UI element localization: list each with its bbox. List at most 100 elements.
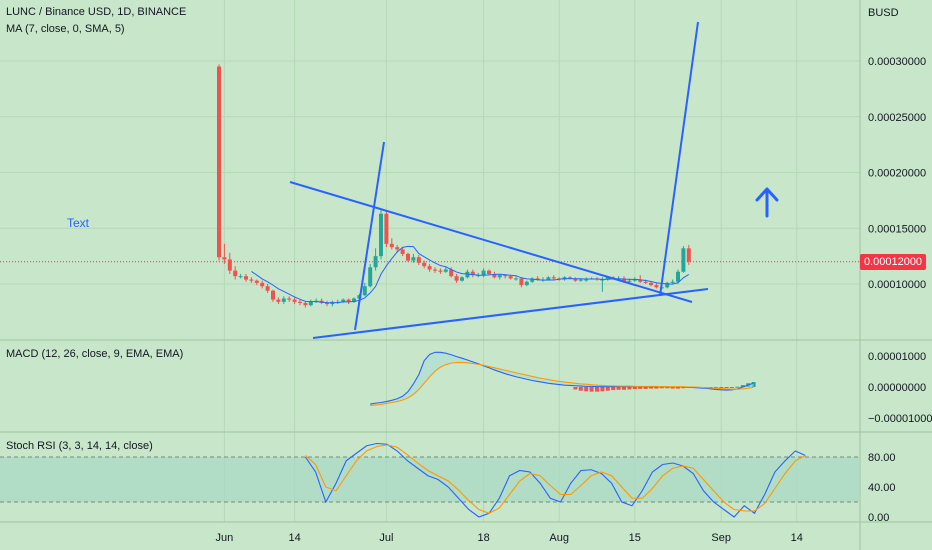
- axes: BUSD 0.00030000 0.00025000 0.00020000 0.0001…: [216, 7, 932, 544]
- ma-legend[interactable]: MA (7, close, 0, SMA, 5): [6, 23, 125, 35]
- macd-histogram-bar: [611, 387, 616, 391]
- macd-histogram-bar: [616, 387, 621, 390]
- time-tick-label: 14: [791, 532, 803, 544]
- arrow-up-icon: [755, 187, 779, 218]
- macd-histogram-bar: [584, 387, 589, 392]
- candle-body: [584, 279, 589, 281]
- candle-body: [406, 253, 410, 261]
- candle-body: [508, 276, 513, 279]
- candle-body: [681, 248, 686, 272]
- candle-body: [487, 270, 491, 274]
- candle-body: [244, 276, 248, 280]
- arrow-up-head: [755, 187, 779, 202]
- candle-body: [524, 281, 529, 286]
- candle-body: [260, 282, 265, 287]
- candle-body: [530, 278, 535, 282]
- candle-body: [287, 298, 292, 300]
- stoch-legend[interactable]: Stoch RSI (3, 3, 14, 14, close): [6, 440, 153, 452]
- macd-histogram-bar: [622, 387, 626, 390]
- candle-body: [308, 301, 313, 306]
- time-tick-label: 15: [629, 532, 641, 544]
- macd-histogram-bar: [600, 387, 605, 392]
- price-tick-label: 0.00010000: [868, 279, 926, 291]
- candle-body: [605, 277, 610, 280]
- candle-body: [422, 262, 427, 267]
- price-tick-label: 0.00015000: [868, 223, 926, 235]
- macd-lines: [370, 351, 754, 407]
- macd-histogram-bar: [589, 387, 594, 392]
- candle-body: [346, 299, 351, 302]
- candle-body: [443, 269, 448, 272]
- macd-tick-label: −0.00001000: [868, 413, 932, 425]
- chart-title[interactable]: LUNC / Binance USD, 1D, BINANCE: [6, 6, 187, 18]
- macd-histogram-bar: [713, 387, 718, 388]
- candle-body: [449, 269, 454, 277]
- stoch-tick-label: 80.00: [868, 452, 896, 464]
- candle-body: [298, 301, 302, 303]
- macd-tick-label: 0.00000000: [868, 382, 926, 394]
- candle-body: [632, 279, 637, 281]
- macd-histogram-bar: [654, 387, 659, 389]
- candle-body: [643, 281, 648, 283]
- ma-line: [251, 245, 690, 304]
- candle-body: [492, 273, 497, 278]
- candle-body: [395, 247, 400, 250]
- candle-body: [573, 278, 578, 281]
- ascending-trendline: [312, 288, 709, 339]
- candle-body: [368, 267, 373, 287]
- time-tick-label: Aug: [549, 532, 569, 544]
- text-annotation[interactable]: Text: [67, 216, 90, 230]
- price-tick-label: 0.00025000: [868, 112, 926, 124]
- descending-trendline: [289, 181, 693, 303]
- candle-body: [222, 257, 227, 260]
- macd-histogram-bar: [578, 387, 583, 391]
- macd-histogram-bar: [659, 387, 664, 389]
- candle-body: [627, 280, 632, 282]
- macd-histogram-bar: [632, 387, 637, 390]
- candle-body: [568, 277, 572, 279]
- candle-body: [411, 257, 416, 261]
- macd-tick-label: 0.00001000: [868, 351, 926, 363]
- price-tick-label: 0.00020000: [868, 168, 926, 180]
- time-tick-label: Jul: [379, 532, 393, 544]
- macd-histogram-bar: [595, 387, 599, 392]
- macd-histogram-bar: [724, 387, 729, 388]
- stoch-lines: [304, 442, 806, 518]
- macd-histogram-bar: [665, 387, 670, 389]
- stoch-band-fill: [0, 457, 860, 502]
- price-currency-label: BUSD: [868, 7, 899, 19]
- candle-body: [638, 279, 643, 282]
- candle-body: [249, 279, 254, 281]
- stoch-tick-label: 0.00: [868, 512, 889, 524]
- candle-body: [341, 299, 346, 302]
- stoch-d-line: [305, 444, 806, 514]
- candle-body: [600, 279, 605, 281]
- candle-body: [649, 282, 653, 286]
- candle-body: [514, 278, 518, 280]
- candle-body: [460, 277, 464, 281]
- candle-body: [379, 213, 383, 257]
- last-price-tag: 0.00012000: [860, 254, 926, 270]
- macd-histogram-bar: [676, 387, 680, 389]
- time-tick-label: Jun: [216, 532, 234, 544]
- candle-body: [217, 66, 221, 258]
- macd-histogram-bar: [649, 387, 653, 389]
- candle-body: [578, 279, 583, 281]
- candle-body: [551, 277, 556, 279]
- stoch-band: [0, 456, 860, 503]
- candle-body: [276, 299, 281, 302]
- ma-line-path: [251, 245, 690, 304]
- breakout-line-aug: [659, 21, 699, 297]
- candle-body: [373, 256, 378, 268]
- candle-body: [238, 276, 243, 278]
- candle-body: [427, 266, 432, 270]
- candle-body: [481, 270, 486, 276]
- candle-body: [503, 275, 508, 277]
- time-tick-label: 18: [477, 532, 489, 544]
- candle-body: [271, 290, 275, 300]
- macd-legend[interactable]: MACD (12, 26, close, 9, EMA, EMA): [6, 348, 184, 360]
- candle-body: [686, 248, 691, 262]
- price-tick-label: 0.00030000: [868, 56, 926, 68]
